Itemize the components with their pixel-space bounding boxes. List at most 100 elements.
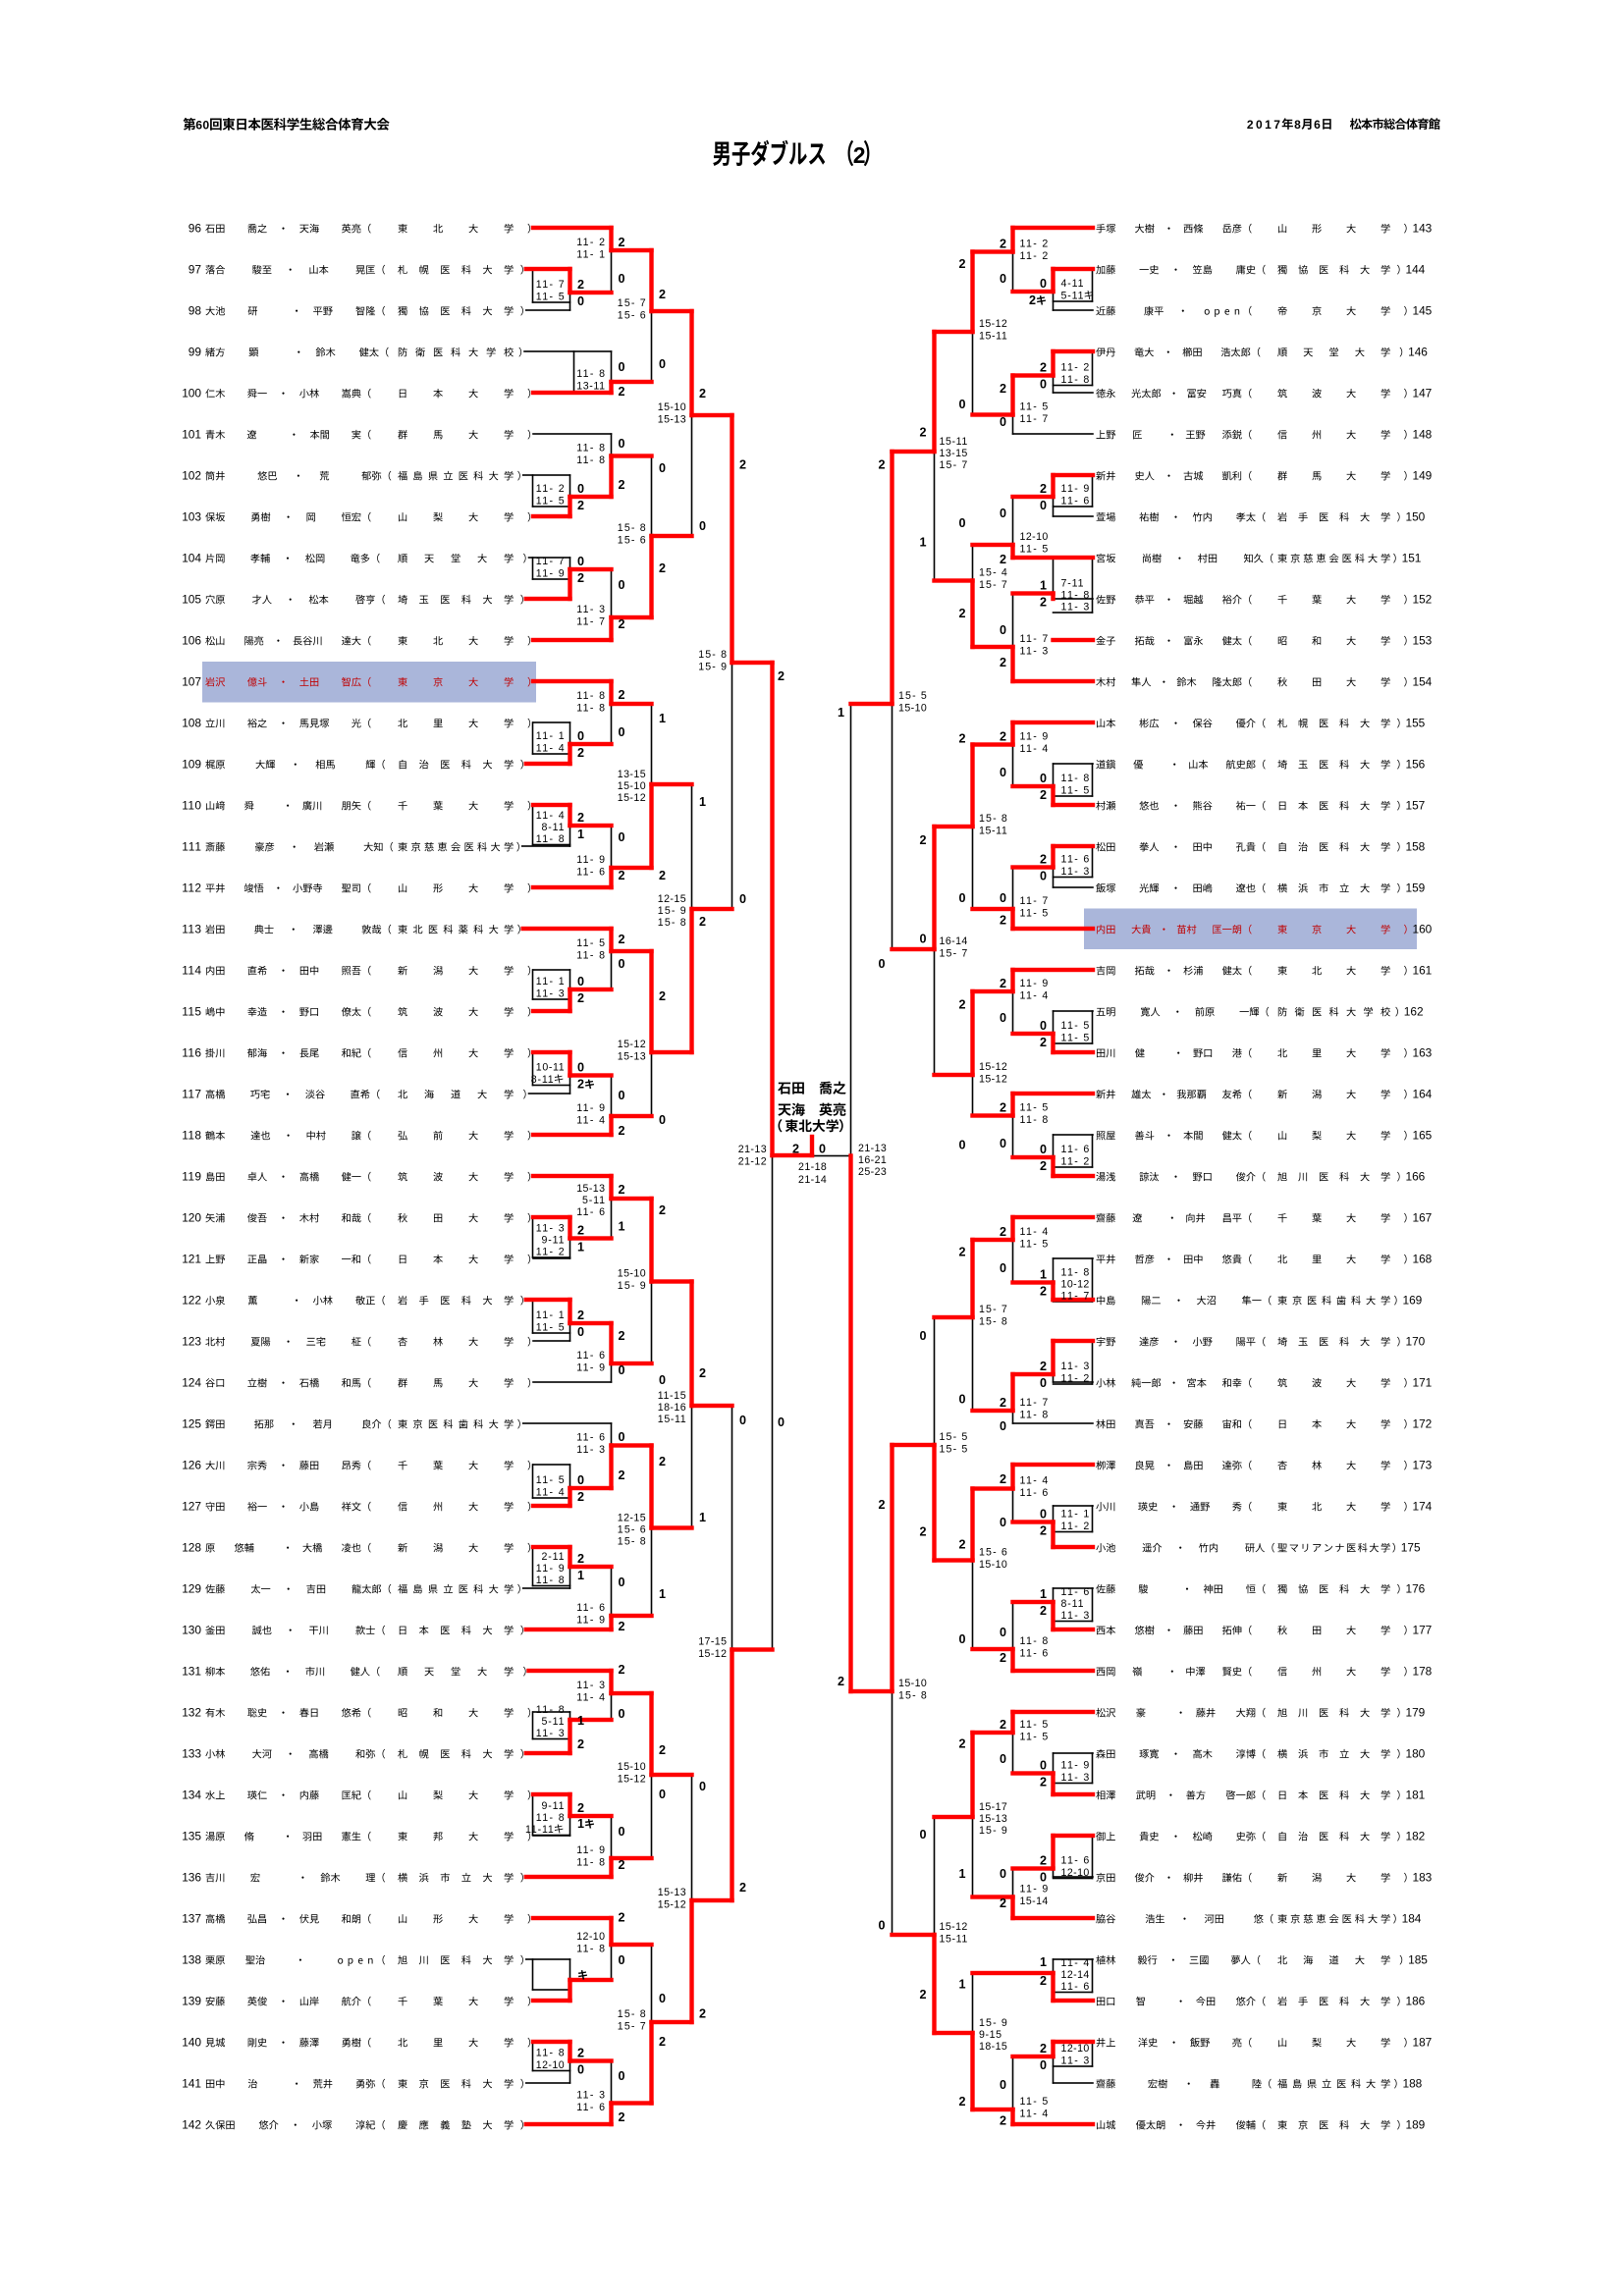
svg-text:0: 0 [920,933,927,946]
svg-text:0: 0 [1040,277,1047,291]
svg-text:0: 0 [1040,772,1047,785]
svg-text:0: 0 [1000,272,1006,286]
svg-text:0: 0 [659,1992,666,2005]
svg-text:0: 0 [739,1414,746,1427]
svg-text:112: 112 [182,881,201,895]
svg-text:2: 2 [659,1203,666,1217]
svg-text:2: 2 [1040,361,1047,375]
svg-text:98: 98 [189,304,202,318]
svg-text:0: 0 [619,1089,625,1102]
svg-text:11- 2: 11- 2 [536,1247,565,1258]
svg-text:128: 128 [182,1541,201,1555]
svg-text:15-12: 15-12 [940,1921,968,1933]
svg-text:2: 2 [1000,656,1006,669]
svg-text:0: 0 [959,1393,966,1407]
svg-text:2: 2 [577,1490,584,1504]
svg-text:0: 0 [1040,1376,1047,1390]
svg-text:15-12: 15-12 [618,1039,646,1050]
svg-text:129: 129 [182,1582,201,1596]
svg-text:186: 186 [1406,1995,1426,2008]
svg-text:0: 0 [1040,499,1047,512]
svg-text:2: 2 [619,478,625,492]
svg-text:11- 5: 11- 5 [1020,908,1049,920]
svg-text:2: 2 [699,2007,706,2021]
svg-text:2: 2 [778,669,785,683]
svg-text:2: 2 [1000,238,1006,251]
svg-text:2: 2 [1000,1225,1006,1239]
svg-text:11- 5: 11- 5 [536,292,565,303]
svg-text:2: 2 [920,1525,927,1539]
svg-text:11- 5: 11- 5 [1020,1102,1049,1114]
svg-text:2: 2 [1000,977,1006,990]
svg-text:11- 5: 11- 5 [1020,1239,1049,1251]
svg-text:11- 9: 11- 9 [1020,978,1049,989]
svg-text:184: 184 [1402,1912,1422,1926]
svg-text:0: 0 [619,957,625,971]
svg-text:97: 97 [189,263,202,277]
svg-text:153: 153 [1413,634,1433,648]
svg-text:101: 101 [182,428,201,442]
svg-text:176: 176 [1406,1582,1426,1596]
svg-text:11- 6: 11- 6 [576,1432,605,1444]
svg-text:0: 0 [619,1363,625,1377]
svg-text:162: 162 [1404,1005,1424,1019]
svg-text:2: 2 [1040,1285,1047,1299]
svg-text:181: 181 [1406,1789,1426,1802]
svg-text:2: 2 [1000,2114,1006,2128]
svg-text:2: 2 [659,561,666,575]
svg-text:0: 0 [659,1788,666,1801]
svg-text:159: 159 [1406,881,1426,895]
svg-text:120: 120 [182,1211,201,1225]
svg-text:2: 2 [619,933,625,946]
svg-text:0: 0 [1000,1011,1006,1025]
svg-text:11- 3: 11- 3 [1061,1772,1090,1784]
svg-text:2: 2 [619,1858,625,1872]
svg-text:0: 0 [1000,1261,1006,1275]
svg-text:15- 7: 15- 7 [618,297,646,309]
svg-text:2: 2 [1040,1776,1047,1789]
svg-text:25-23: 25-23 [858,1166,887,1178]
svg-text:11- 3: 11- 3 [1061,1610,1090,1622]
svg-text:154: 154 [1413,675,1433,689]
svg-text:2: 2 [577,811,584,825]
svg-text:11- 6: 11- 6 [1020,1648,1049,1660]
svg-text:0: 0 [659,1373,666,1387]
svg-text:15-11: 15-11 [979,826,1007,837]
svg-text:11- 8: 11- 8 [536,833,565,845]
svg-text:136: 136 [182,1871,201,1885]
svg-text:0: 0 [1000,1752,1006,1766]
svg-text:15- 9: 15- 9 [979,1825,1007,1837]
svg-text:2: 2 [959,2095,966,2109]
svg-text:11- 6: 11- 6 [1020,1487,1049,1499]
svg-text:2: 2 [1040,788,1047,802]
svg-text:11- 8: 11- 8 [536,2048,565,2059]
svg-text:2: 2 [577,991,584,1005]
svg-text:103: 103 [182,510,201,524]
svg-text:140: 140 [182,2036,201,2050]
svg-text:8: 8 [1294,118,1301,132]
svg-text:11- 5: 11- 5 [536,496,565,507]
svg-text:15- 6: 15- 6 [618,1524,646,1536]
svg-text:8-11: 8-11 [1061,1598,1084,1610]
svg-text:11- 9: 11- 9 [1020,1884,1049,1896]
svg-text:109: 109 [182,758,201,772]
svg-text:15-10: 15-10 [618,1761,646,1773]
svg-text:11- 9: 11- 9 [536,568,565,580]
svg-text:11- 5: 11- 5 [1020,2096,1049,2108]
svg-text:1: 1 [577,1817,584,1831]
svg-text:11- 3: 11- 3 [576,1680,605,1691]
svg-text:15- 7: 15- 7 [618,2021,646,2033]
svg-text:99: 99 [189,346,202,359]
svg-text:11- 5: 11- 5 [1061,785,1090,797]
svg-text:15- 8: 15- 8 [698,649,727,661]
svg-text:2: 2 [659,288,666,301]
svg-text:15-13: 15-13 [979,1813,1007,1825]
svg-text:11- 8: 11- 8 [1020,1635,1049,1647]
svg-text:12-15: 12-15 [658,893,686,905]
svg-text:15-12: 15-12 [979,318,1007,330]
svg-text:2: 2 [619,1183,625,1197]
svg-text:12-10: 12-10 [1061,2043,1090,2055]
svg-text:2: 2 [577,1552,584,1566]
svg-text:11- 9: 11- 9 [576,1102,605,1114]
svg-text:15- 7: 15- 7 [940,459,968,471]
